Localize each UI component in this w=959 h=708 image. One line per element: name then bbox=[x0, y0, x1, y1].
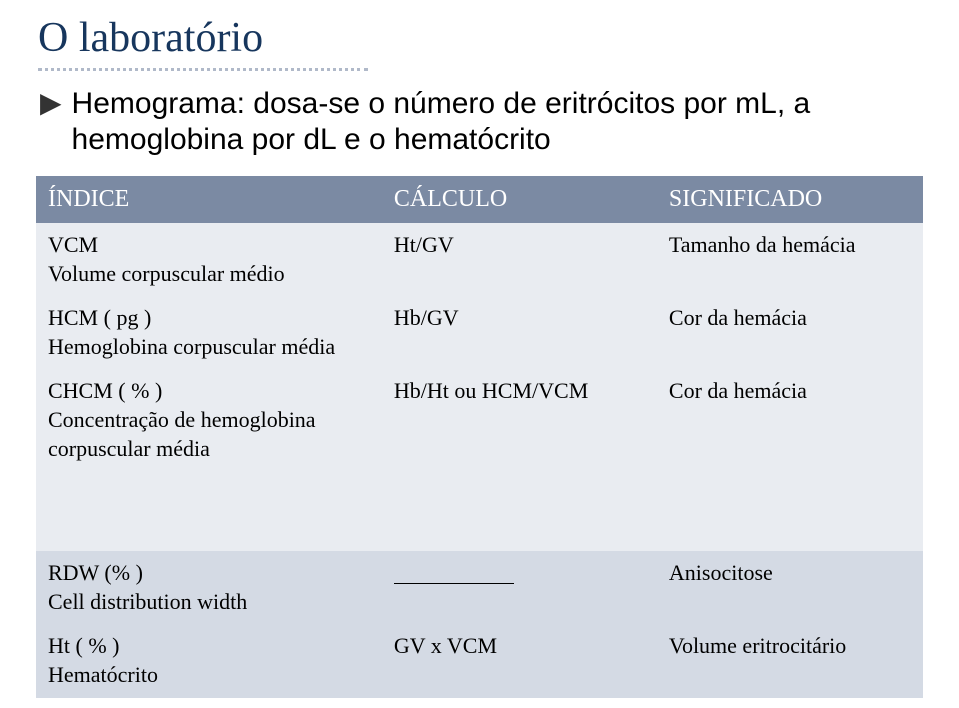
table-cell: CHCM ( % )Concentração de hemoglobina co… bbox=[36, 369, 382, 489]
table-row: Ht ( % )HematócritoGV x VCMVolume eritro… bbox=[36, 624, 923, 697]
table-cell bbox=[657, 489, 923, 551]
table-cell bbox=[382, 489, 657, 551]
table-cell: GV x VCM bbox=[382, 624, 657, 697]
table-cell: Hb/GV bbox=[382, 296, 657, 369]
table-cell bbox=[36, 489, 382, 551]
table-cell: VCMVolume corpuscular médio bbox=[36, 223, 382, 296]
table-cell: RDW (% )Cell distribution width bbox=[36, 551, 382, 624]
bullet-icon: ▶ bbox=[40, 86, 62, 122]
table-cell: Cor da hemácia bbox=[657, 369, 923, 489]
indices-table: ÍNDICE CÁLCULO SIGNIFICADO VCMVolume cor… bbox=[36, 176, 923, 698]
table-cell: Ht ( % )Hematócrito bbox=[36, 624, 382, 697]
table-cell: Tamanho da hemácia bbox=[657, 223, 923, 296]
table-cell: HCM ( pg )Hemoglobina corpuscular média bbox=[36, 296, 382, 369]
table-row: HCM ( pg )Hemoglobina corpuscular médiaH… bbox=[36, 296, 923, 369]
slide: O laboratório ▶ Hemograma: dosa-se o núm… bbox=[0, 0, 959, 708]
table-cell: Volume eritrocitário bbox=[657, 624, 923, 697]
table-header-row: ÍNDICE CÁLCULO SIGNIFICADO bbox=[36, 176, 923, 223]
th-calculo: CÁLCULO bbox=[382, 176, 657, 223]
table-row bbox=[36, 489, 923, 551]
th-indice: ÍNDICE bbox=[36, 176, 382, 223]
th-significado: SIGNIFICADO bbox=[657, 176, 923, 223]
table-cell: Ht/GV bbox=[382, 223, 657, 296]
table-row: CHCM ( % )Concentração de hemoglobina co… bbox=[36, 369, 923, 489]
table-cell: Anisocitose bbox=[657, 551, 923, 624]
table-cell: Cor da hemácia bbox=[657, 296, 923, 369]
table-cell: Hb/Ht ou HCM/VCM bbox=[382, 369, 657, 489]
table-row: VCMVolume corpuscular médioHt/GVTamanho … bbox=[36, 223, 923, 296]
bullet-text: Hemograma: dosa-se o número de eritrócit… bbox=[72, 86, 923, 158]
table-body: VCMVolume corpuscular médioHt/GVTamanho … bbox=[36, 223, 923, 698]
table-cell bbox=[382, 551, 657, 624]
slide-title: O laboratório bbox=[38, 14, 923, 62]
bullet-item: ▶ Hemograma: dosa-se o número de eritróc… bbox=[40, 86, 923, 158]
title-divider bbox=[38, 68, 368, 70]
table-row: RDW (% )Cell distribution width Anisocito… bbox=[36, 551, 923, 624]
blank-line bbox=[394, 559, 514, 584]
